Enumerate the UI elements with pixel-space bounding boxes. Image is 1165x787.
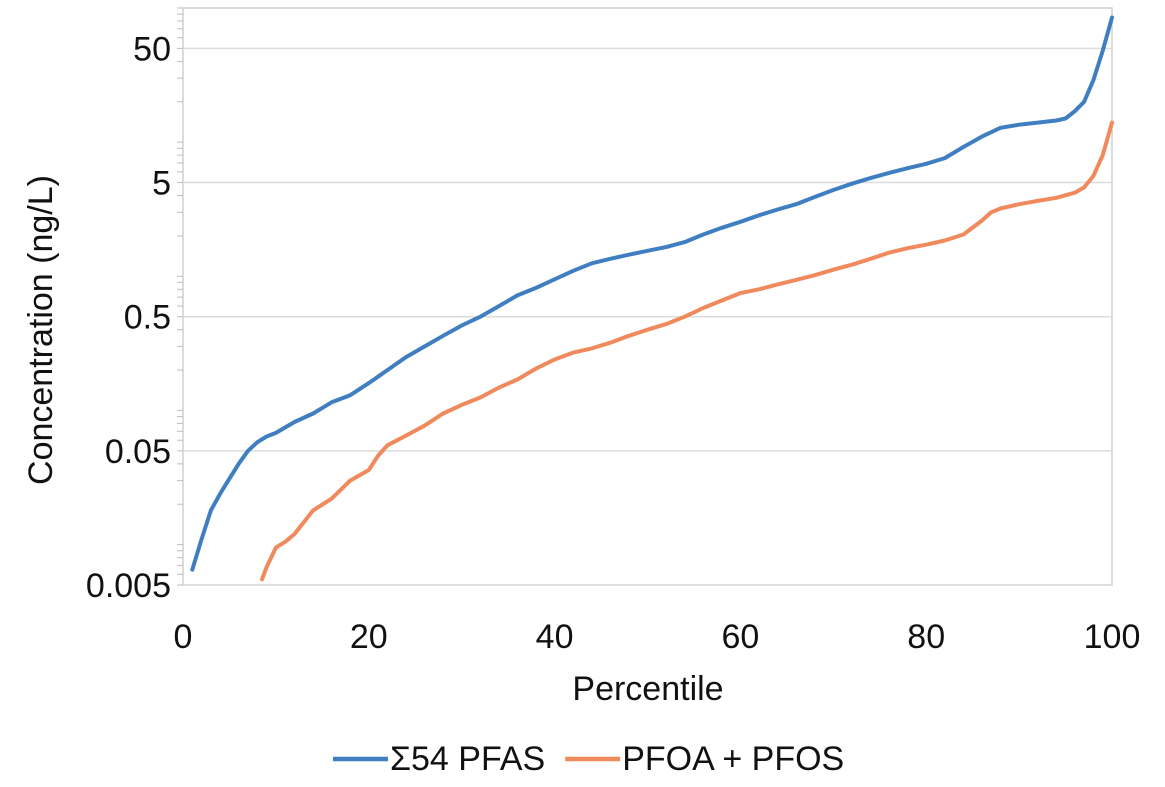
y-axis-title: Concentration (ng/L) <box>22 175 60 485</box>
y-tick-label: 0.5 <box>124 299 171 337</box>
x-tick-labels: 0 20 40 60 80 100 <box>174 618 1141 656</box>
x-tick-label: 0 <box>174 618 193 656</box>
series-lines <box>190 15 1114 582</box>
x-tick-label: 80 <box>907 618 945 656</box>
y-minor-ticks <box>177 7 183 586</box>
y-tick-labels: 0.005 0.05 0.5 5 50 <box>86 30 171 605</box>
legend-label-2: PFOA + PFOS <box>622 740 844 778</box>
x-axis-title: Percentile <box>572 670 723 708</box>
y-tick-label: 0.005 <box>86 567 171 605</box>
y-tick-label: 0.05 <box>105 433 171 471</box>
series-line-2 <box>260 120 1114 582</box>
x-tick-label: 60 <box>721 618 759 656</box>
y-tick-label: 5 <box>152 165 171 203</box>
gridlines <box>183 47 1112 586</box>
legend-label-1: Σ54 PFAS <box>390 740 545 778</box>
x-tick-label: 20 <box>350 618 388 656</box>
x-tick-label: 40 <box>536 618 574 656</box>
x-tick-label: 100 <box>1084 618 1141 656</box>
plot-area-border <box>182 7 1113 586</box>
series-line-1 <box>190 15 1114 572</box>
plot-frame <box>182 7 1113 586</box>
y-tick-label: 50 <box>133 30 171 68</box>
legend: Σ54 PFAS PFOA + PFOS <box>333 740 844 778</box>
